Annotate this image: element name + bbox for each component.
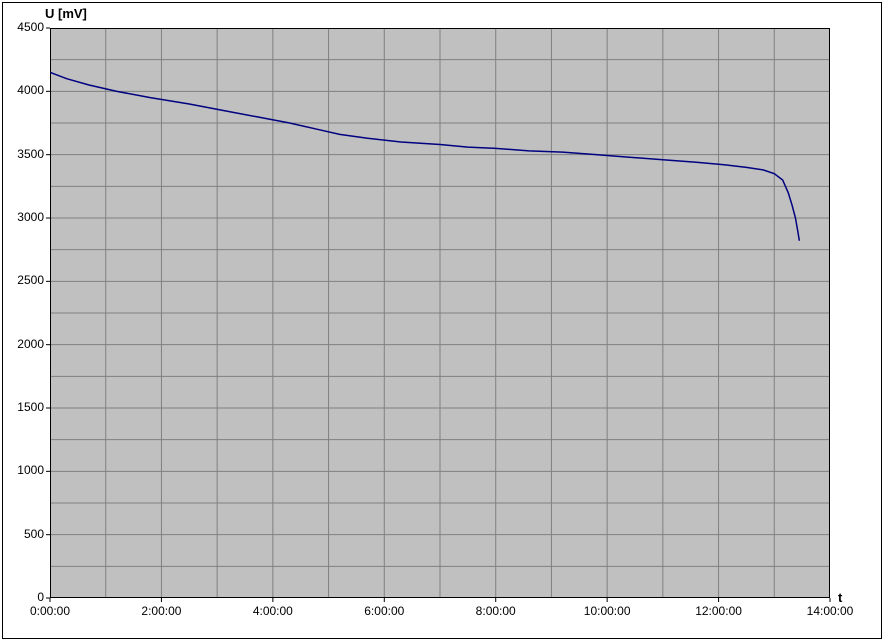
- chart-frame: 0 500 1000 1500 2000 2500 3000 3500 4000 4500 0:00…: [0, 0, 884, 641]
- y-tick-label: 500: [4, 527, 44, 541]
- plot-area: [50, 28, 830, 598]
- y-tick-label: 3500: [4, 147, 44, 161]
- x-tick-label: 4:00:00: [253, 604, 293, 618]
- x-tick-label: 10:00:00: [584, 604, 631, 618]
- x-axis-label: t: [838, 590, 842, 605]
- y-tick-label: 2500: [4, 273, 44, 287]
- y-tick-label: 4500: [4, 20, 44, 34]
- y-tick-label: 0: [4, 590, 44, 604]
- x-tick-label: 12:00:00: [695, 604, 742, 618]
- x-tick-label: 8:00:00: [476, 604, 516, 618]
- y-tick-label: 4000: [4, 83, 44, 97]
- y-axis-label: U [mV]: [45, 6, 87, 21]
- x-tick-label: 6:00:00: [364, 604, 404, 618]
- y-tick-label: 2000: [4, 337, 44, 351]
- y-tick-label: 1500: [4, 400, 44, 414]
- y-tick-label: 3000: [4, 210, 44, 224]
- x-tick-label: 14:00:00: [807, 604, 854, 618]
- x-tick-label: 2:00:00: [141, 604, 181, 618]
- x-tick-label: 0:00:00: [30, 604, 70, 618]
- y-tick-label: 1000: [4, 463, 44, 477]
